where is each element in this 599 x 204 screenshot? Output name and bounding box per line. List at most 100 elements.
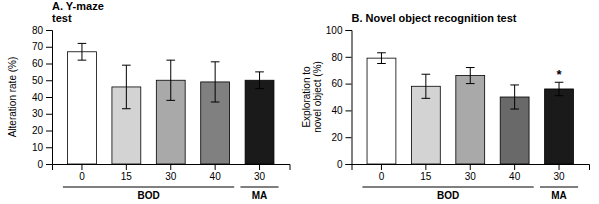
y-tick-label: 10	[32, 142, 44, 153]
y-tick: 10	[32, 142, 52, 153]
y-tick: 60	[32, 58, 52, 69]
y-tick-mark	[346, 57, 352, 58]
y-tick-label: 50	[32, 75, 44, 86]
y-axis-title: Alteration rate (%)	[7, 57, 18, 138]
bar	[68, 52, 97, 164]
y-tick: 70	[32, 41, 52, 52]
x-axis-line	[53, 165, 291, 171]
x-tick-mark	[470, 164, 471, 170]
group-bracket	[540, 187, 578, 188]
error-bar	[166, 60, 175, 100]
x-tick: 0	[379, 164, 385, 182]
y-axis: 0 10 20 30 40 50 60 70 80	[32, 25, 53, 170]
x-tick-label: 15	[121, 171, 133, 182]
y-axis-title-line: Exploration to	[301, 66, 312, 128]
x-axis: 0 15 30 40 30	[53, 164, 291, 182]
y-tick-mark	[346, 164, 352, 165]
y-tick: 80	[331, 52, 351, 63]
y-tick-mark	[346, 30, 352, 31]
panel: 020406080100015304030BODMA*B. Novel obje…	[301, 12, 590, 201]
x-tick-label: 40	[509, 171, 521, 182]
y-tick-label: 30	[32, 108, 44, 119]
group-bracket	[240, 187, 278, 188]
x-tick-mark	[514, 164, 515, 170]
x-tick-mark	[259, 164, 260, 170]
y-tick: 100	[326, 25, 352, 36]
error-bar	[211, 62, 220, 102]
y-tick-label: 40	[32, 92, 44, 103]
y-tick: 0	[337, 159, 352, 170]
y-tick-label: 40	[331, 105, 343, 116]
y-tick: 40	[331, 105, 351, 116]
x-tick-mark	[215, 164, 216, 170]
y-tick-label: 0	[37, 159, 43, 170]
plot-area	[68, 43, 274, 164]
y-tick: 40	[32, 92, 52, 103]
group-bracket	[362, 187, 533, 188]
y-tick-mark	[46, 97, 52, 98]
y-tick: 0	[37, 159, 52, 170]
title-line: A. Y-maze	[52, 0, 104, 12]
x-tick: 40	[210, 164, 222, 182]
title: A. Y-mazetest	[52, 0, 104, 24]
x-tick-mark	[381, 164, 382, 170]
y-tick-label: 100	[326, 25, 343, 36]
error-bar	[255, 72, 264, 89]
error-bar	[510, 85, 519, 109]
x-tick-label: 0	[379, 171, 385, 182]
y-tick-mark	[46, 164, 52, 165]
y-tick-mark	[46, 30, 52, 31]
y-tick: 30	[32, 108, 52, 119]
y-tick-mark	[46, 131, 52, 132]
group-label: BOD	[137, 190, 159, 201]
y-tick-mark	[346, 110, 352, 111]
y-axis: 0 20 40 60 80 100	[326, 25, 352, 170]
y-tick-label: 0	[337, 159, 343, 170]
y-tick: 20	[331, 132, 351, 143]
group-label: MA	[252, 190, 268, 201]
y-tick-label: 20	[32, 125, 44, 136]
y-tick: 20	[32, 125, 52, 136]
y-tick-mark	[46, 80, 52, 81]
panel: 0 10 20 30 40 50 60 70 80 0 15 30 40 30 BOD MA A. Y-maze…	[7, 0, 290, 201]
bar	[367, 58, 396, 164]
y-tick-mark	[46, 147, 52, 148]
x-tick-label: 30	[165, 171, 177, 182]
title-line: B. Novel object recognition test	[352, 12, 517, 24]
bar	[456, 76, 485, 164]
error-bar	[122, 65, 131, 109]
y-tick-mark	[346, 137, 352, 138]
x-tick: 30	[553, 164, 565, 182]
error-bar	[422, 74, 431, 98]
y-tick-mark	[46, 64, 52, 65]
y-tick-mark	[46, 47, 52, 48]
error-bar	[466, 68, 475, 84]
y-tick: 60	[331, 78, 351, 89]
x-tick-label: 30	[254, 171, 266, 182]
y-tick-mark	[346, 84, 352, 85]
x-axis-line	[352, 165, 590, 171]
title: B. Novel object recognition test	[352, 12, 517, 24]
bar	[545, 89, 574, 164]
x-tick-mark	[81, 164, 82, 170]
x-tick-label: 0	[79, 171, 85, 182]
x-tick: 30	[465, 164, 477, 182]
x-tick-label: 30	[465, 171, 477, 182]
group-label: MA	[551, 190, 567, 201]
x-tick: 15	[121, 164, 133, 182]
x-tick-label: 15	[420, 171, 432, 182]
y-axis-title-line: Alteration rate (%)	[7, 57, 18, 138]
x-tick: 30	[254, 164, 266, 182]
y-tick-label: 80	[32, 25, 44, 36]
y-axis-title: Exploration tonovel object (%)	[301, 61, 323, 133]
y-tick: 50	[32, 75, 52, 86]
y-tick: 80	[32, 25, 52, 36]
y-axis-title-line: novel object (%)	[312, 61, 323, 133]
y-tick-label: 60	[331, 78, 343, 89]
group-label: BOD	[437, 190, 459, 201]
x-axis: 0 15 30 40 30	[352, 164, 590, 182]
y-tick-label: 70	[32, 41, 44, 52]
y-tick-label: 60	[32, 58, 44, 69]
error-bar	[377, 53, 386, 64]
x-tick-label: 30	[553, 171, 565, 182]
